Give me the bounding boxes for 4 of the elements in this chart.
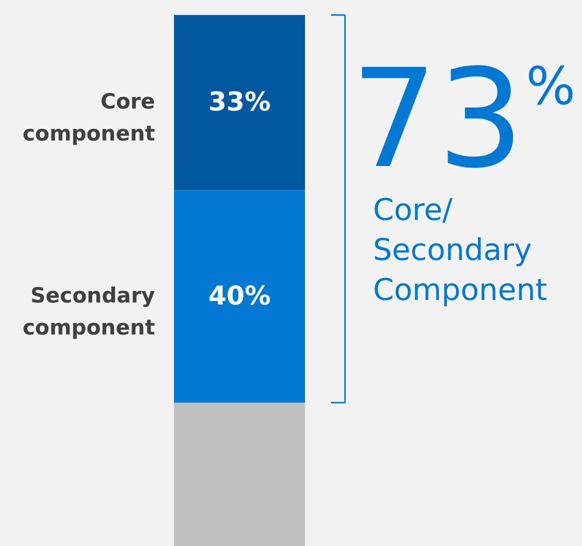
data-label: 33% bbox=[208, 88, 271, 118]
series-label: Secondary component bbox=[22, 283, 156, 340]
data-label: 40% bbox=[208, 281, 271, 312]
series-label: Core component bbox=[22, 90, 155, 146]
